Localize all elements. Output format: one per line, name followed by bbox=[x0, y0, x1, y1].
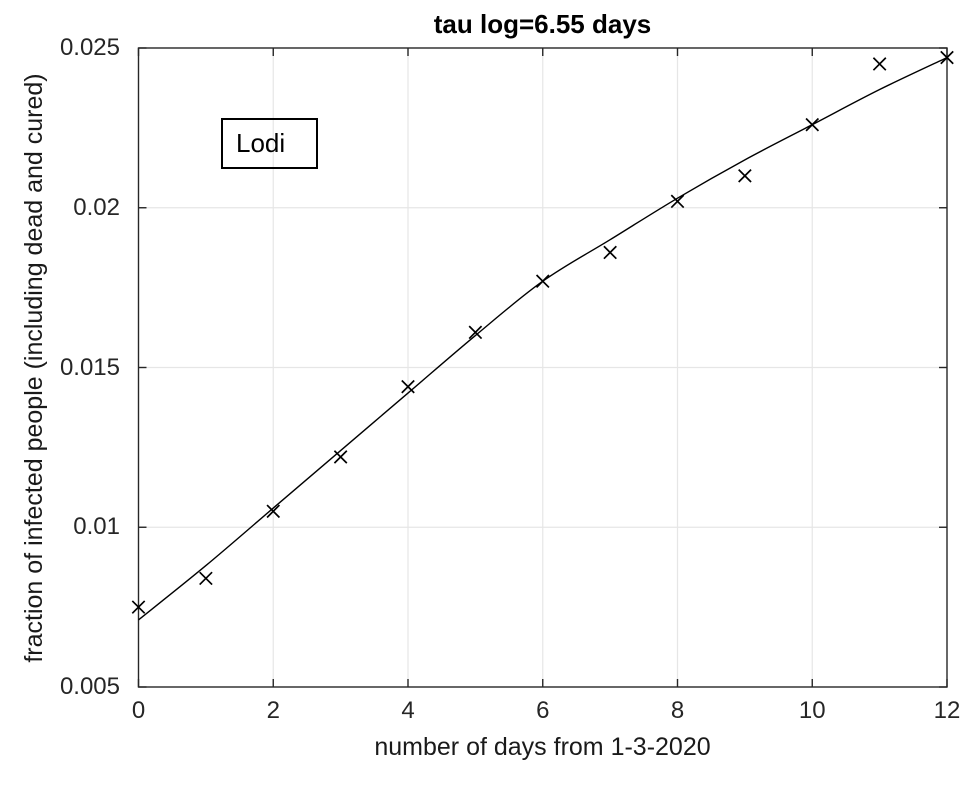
y-tick-label: 0.015 bbox=[59, 353, 120, 381]
x-tick-label: 12 bbox=[933, 697, 961, 724]
y-tick-label: 0.02 bbox=[73, 193, 120, 221]
data-point-x-marker bbox=[333, 450, 348, 464]
legend-label: Lodi bbox=[236, 128, 286, 158]
x-tick-label: 2 bbox=[266, 697, 280, 724]
data-point-x-marker bbox=[603, 245, 617, 260]
x-tick-label: 10 bbox=[798, 697, 826, 724]
data-point-x-marker bbox=[266, 504, 281, 519]
x-tick-label: 4 bbox=[401, 697, 415, 724]
y-tick-label: 0.01 bbox=[73, 513, 120, 541]
data-point-x-marker bbox=[131, 600, 146, 614]
data-point-x-marker bbox=[468, 325, 483, 340]
data-point-x-marker bbox=[940, 50, 954, 65]
data-point-x-marker bbox=[738, 168, 752, 183]
x-tick-label: 6 bbox=[536, 697, 550, 724]
y-tick-label: 0.025 bbox=[59, 34, 120, 61]
legend-box: Lodi bbox=[221, 118, 318, 169]
x-tick-label: 8 bbox=[670, 697, 685, 724]
y-tick-label: 0.005 bbox=[59, 673, 120, 700]
data-point-x-marker bbox=[670, 194, 685, 209]
x-tick-label: 0 bbox=[131, 697, 146, 724]
data-point-x-marker bbox=[872, 57, 887, 71]
data-point-x-marker bbox=[401, 379, 415, 394]
fit-curve bbox=[138, 56, 948, 621]
chart-title: tau log=6.55 days bbox=[433, 9, 652, 39]
data-point-x-marker bbox=[199, 571, 213, 586]
x-axis-label: number of days from 1-3-2020 bbox=[374, 733, 711, 761]
